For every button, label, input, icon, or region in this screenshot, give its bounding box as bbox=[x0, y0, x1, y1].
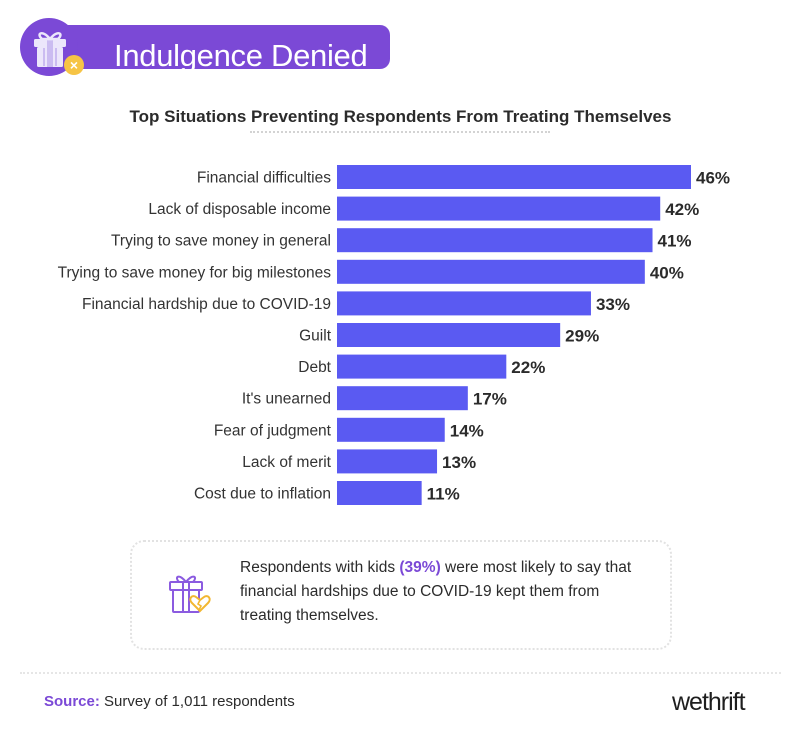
chart-title: Top Situations Preventing Respondents Fr… bbox=[129, 107, 672, 126]
value-label: 13% bbox=[442, 453, 476, 472]
bar bbox=[337, 196, 661, 221]
value-label: 41% bbox=[658, 232, 692, 251]
source-note: Source: Survey of 1,011 respondents bbox=[44, 693, 295, 710]
category-label: Lack of merit bbox=[242, 454, 331, 471]
category-label: Financial hardship due to COVID-19 bbox=[82, 296, 331, 313]
bar bbox=[337, 291, 591, 316]
category-label: Trying to save money for big milestones bbox=[58, 264, 332, 281]
value-label: 22% bbox=[511, 358, 545, 377]
category-label: Debt bbox=[298, 359, 331, 376]
bar-chart: Financial difficulties 46% Lack of disposa… bbox=[58, 165, 730, 505]
category-label: Financial difficulties bbox=[197, 170, 331, 187]
value-label: 40% bbox=[650, 263, 684, 282]
category-label: Lack of disposable income bbox=[148, 201, 331, 218]
bar bbox=[337, 386, 468, 411]
category-label: Trying to save money in general bbox=[111, 233, 331, 250]
category-label: Cost due to inflation bbox=[194, 486, 331, 503]
bar bbox=[337, 481, 422, 505]
source-label: Source: bbox=[44, 693, 100, 710]
broken-heart-gift-icon bbox=[169, 575, 211, 613]
bar bbox=[337, 259, 645, 284]
value-label: 29% bbox=[565, 327, 599, 346]
value-label: 11% bbox=[427, 485, 460, 504]
value-label: 17% bbox=[473, 390, 507, 409]
category-label: It's unearned bbox=[242, 391, 331, 408]
value-label: 42% bbox=[665, 200, 699, 219]
close-icon: × bbox=[64, 55, 84, 75]
banner-icon-circle bbox=[20, 18, 78, 76]
bar bbox=[337, 449, 438, 474]
callout-text-start: Respondents with kids bbox=[240, 559, 400, 576]
value-label: 46% bbox=[696, 169, 730, 188]
page-title: Indulgence Denied bbox=[114, 38, 368, 73]
category-label: Guilt bbox=[299, 328, 332, 345]
value-label: 14% bbox=[450, 421, 484, 440]
header-banner: Indulgence Denied × bbox=[20, 18, 390, 76]
bar bbox=[337, 228, 653, 253]
bar bbox=[337, 165, 691, 189]
insight-callout: Respondents with kids (39%) were most li… bbox=[130, 540, 672, 650]
callout-highlight: (39%) bbox=[399, 559, 441, 576]
bar bbox=[337, 323, 561, 347]
category-label: Fear of judgment bbox=[214, 422, 332, 439]
callout-text: Respondents with kids (39%) were most li… bbox=[240, 556, 640, 628]
source-text: Survey of 1,011 respondents bbox=[99, 693, 295, 710]
gift-icon bbox=[34, 32, 66, 67]
bar bbox=[337, 417, 445, 442]
value-label: 33% bbox=[596, 295, 630, 314]
footer-divider bbox=[20, 672, 781, 674]
callout-text-end: were most likely to say that financial h… bbox=[240, 559, 632, 624]
banner-pill: Indulgence Denied bbox=[38, 25, 390, 73]
title-divider bbox=[250, 131, 550, 133]
bar bbox=[337, 354, 507, 379]
wethrift-logo: wethrift bbox=[672, 688, 746, 716]
